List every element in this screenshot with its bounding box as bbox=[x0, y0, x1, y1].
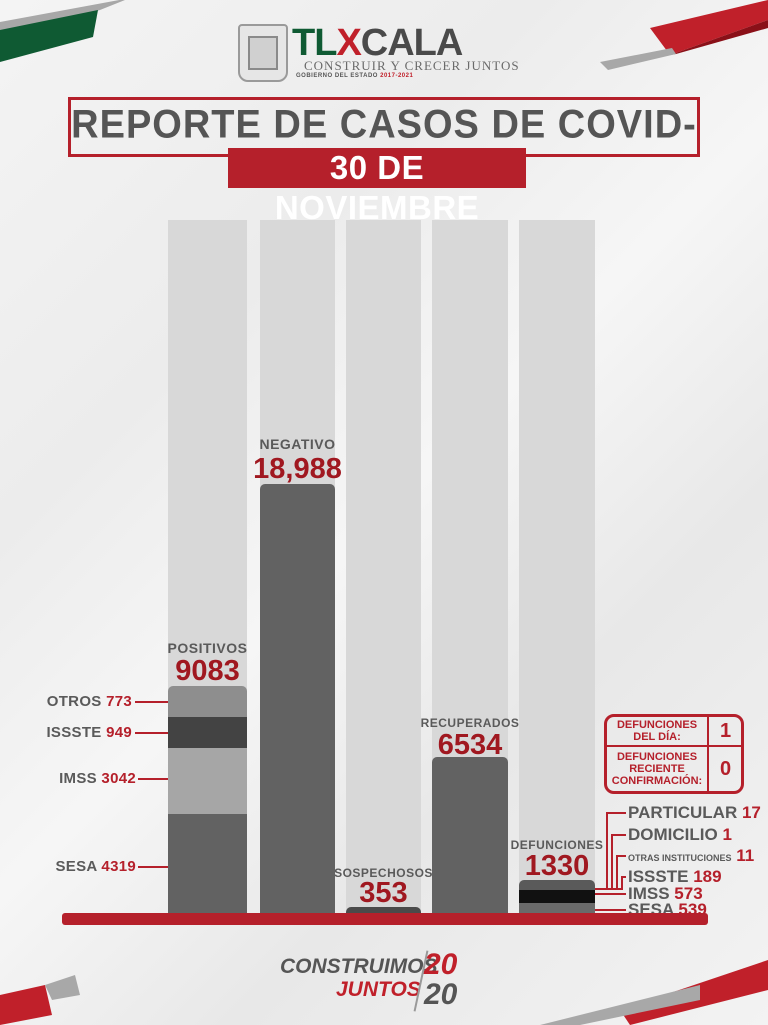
defunciones-imss: IMSS 573 bbox=[628, 884, 703, 903]
segment-otros bbox=[168, 686, 247, 717]
value-sospechosos: 353 bbox=[359, 877, 408, 909]
footer-year-top: 20 bbox=[424, 948, 458, 981]
positivos-otros: OTROS 773 bbox=[46, 693, 132, 710]
segment-sesa bbox=[519, 903, 595, 915]
table-value: 1 bbox=[719, 720, 732, 742]
report-title: REPORTE DE CASOS DE COVID-19 bbox=[71, 102, 697, 193]
divider bbox=[607, 745, 741, 747]
defunciones-summary-table: DEFUNCIONES DEL DÍA: 1 DEFUNCIONES RECIE… bbox=[604, 714, 744, 794]
label-sospechosos: SOSPECHOSOS bbox=[334, 866, 433, 880]
track-sospechosos bbox=[346, 220, 421, 915]
footer-slogan-line1: CONSTRUIMOS bbox=[280, 955, 438, 978]
defunciones-otras-instituciones: OTRAS INSTITUCIONES 11 bbox=[628, 846, 755, 865]
positivos-issste: ISSSTE 949 bbox=[46, 724, 132, 741]
leader-line bbox=[138, 778, 168, 780]
bar-positivos bbox=[168, 686, 247, 915]
leader-line bbox=[135, 732, 168, 734]
table-label: DEFUNCIONES DEL DÍA: bbox=[616, 719, 698, 743]
value-defunciones: 1330 bbox=[524, 850, 590, 882]
divider bbox=[707, 717, 709, 791]
segment-otros bbox=[519, 880, 595, 890]
label-recuperados: RECUPERADOS bbox=[420, 716, 520, 730]
label-positivos: POSITIVOS bbox=[167, 640, 248, 656]
segment-imss bbox=[519, 890, 595, 903]
leader-line bbox=[138, 866, 168, 868]
value-recuperados: 6534 bbox=[437, 729, 503, 761]
bar-defunciones bbox=[519, 880, 595, 915]
connector-line bbox=[611, 834, 613, 889]
segment-imss bbox=[168, 748, 247, 814]
connector-line bbox=[616, 855, 626, 857]
table-value: 0 bbox=[719, 758, 732, 780]
state-coat-of-arms-icon bbox=[238, 24, 288, 82]
segment-issste bbox=[168, 717, 247, 748]
leader-line bbox=[135, 701, 168, 703]
table-label: DEFUNCIONES RECIENTE CONFIRMACIÓN: bbox=[611, 751, 703, 787]
brand-tagline: CONSTRUIR Y CRECER JUNTOS bbox=[304, 58, 520, 73]
segment-sesa bbox=[168, 814, 247, 915]
connector-line bbox=[616, 855, 618, 889]
footer-slogan-line2: JUNTOS bbox=[336, 978, 421, 1001]
positivos-sesa: SESA 4319 bbox=[55, 858, 136, 875]
defunciones-issste: ISSSTE 189 bbox=[628, 867, 722, 886]
positivos-imss: IMSS 3042 bbox=[59, 770, 136, 787]
connector-line bbox=[611, 834, 626, 836]
track-defunciones bbox=[519, 220, 595, 915]
brand-wordmark: TLXCALA bbox=[292, 22, 463, 64]
bar-sospechosos bbox=[346, 907, 421, 915]
connector-line bbox=[606, 812, 626, 814]
footer-year-bottom: 20 bbox=[424, 978, 458, 1011]
connector-line bbox=[621, 876, 626, 878]
connector-line bbox=[595, 893, 626, 895]
government-line: GOBIERNO DEL ESTADO 2017-2021 bbox=[296, 73, 414, 79]
report-date: 30 DE NOVIEMBRE bbox=[228, 148, 526, 226]
defunciones-domicilio: DOMICILIO 1 bbox=[628, 825, 732, 844]
bar-recuperados bbox=[432, 757, 508, 915]
label-defunciones: DEFUNCIONES bbox=[510, 838, 604, 852]
bar-negativo bbox=[260, 484, 335, 915]
label-negativo: NEGATIVO bbox=[259, 436, 336, 452]
connector-line bbox=[621, 876, 623, 889]
value-negativo: 18,988 bbox=[253, 453, 342, 485]
connector-line bbox=[595, 909, 626, 911]
chart-baseline bbox=[62, 913, 708, 925]
defunciones-particular: PARTICULAR 17 bbox=[628, 803, 761, 822]
connector-line bbox=[606, 812, 608, 889]
connector-line bbox=[595, 888, 623, 890]
value-positivos: 9083 bbox=[175, 655, 240, 687]
